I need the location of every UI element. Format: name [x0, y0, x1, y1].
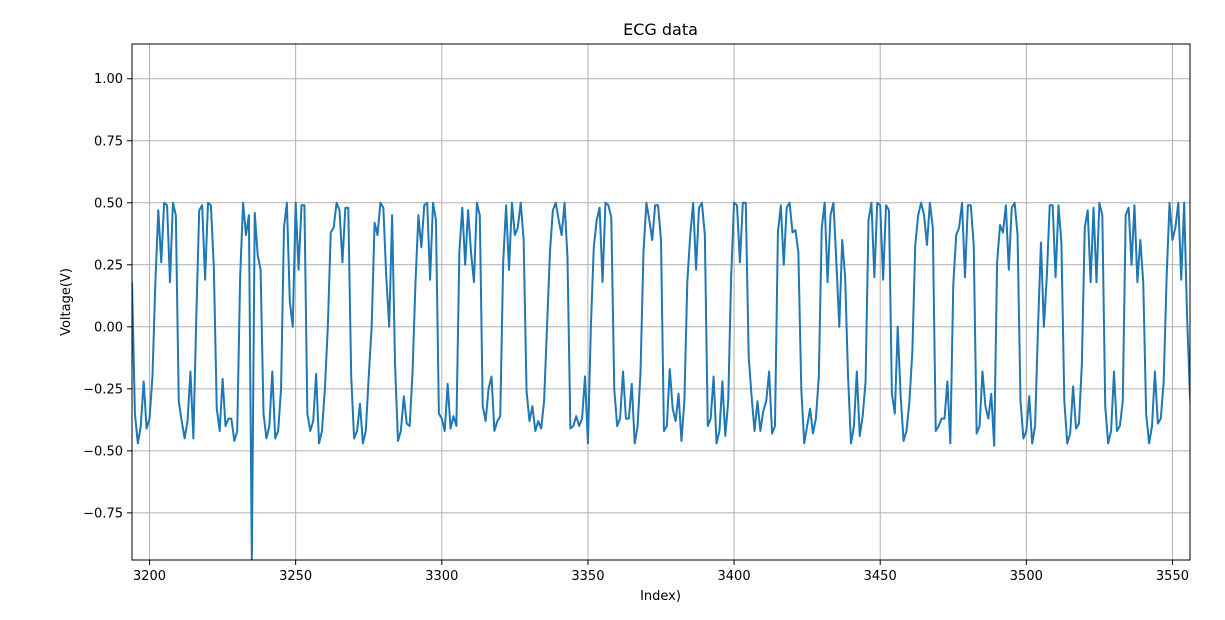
y-tick-label: 0.75 [94, 134, 123, 149]
x-axis: 3200 3250 3300 3350 3400 3450 3500 3550 [133, 560, 1189, 584]
y-tick-label: 1.00 [94, 72, 123, 87]
ecg-series-line [132, 201, 1190, 560]
y-axis: −0.75 −0.50 −0.25 0.00 0.25 0.50 0.75 1.00 [83, 72, 132, 521]
x-tick-label: 3450 [864, 569, 897, 584]
y-tick-label: 0.00 [94, 320, 123, 335]
plot-frame [131, 43, 1191, 561]
x-tick-label: 3550 [1156, 569, 1189, 584]
x-axis-title: Index) [640, 589, 681, 604]
y-tick-label: −0.75 [83, 506, 123, 521]
x-tick-label: 3500 [1010, 569, 1043, 584]
y-tick-label: 0.25 [94, 258, 123, 273]
chart-title: ECG data [623, 20, 698, 39]
x-tick-label: 3250 [279, 569, 312, 584]
x-tick-label: 3200 [133, 569, 166, 584]
y-tick-label: −0.25 [83, 382, 123, 397]
x-tick-label: 3400 [718, 569, 751, 584]
y-axis-title: Voltage(V) [59, 268, 74, 336]
x-tick-label: 3350 [571, 569, 604, 584]
y-tick-label: 0.50 [94, 196, 123, 211]
x-tick-label: 3300 [425, 569, 458, 584]
y-tick-label: −0.50 [83, 444, 123, 459]
